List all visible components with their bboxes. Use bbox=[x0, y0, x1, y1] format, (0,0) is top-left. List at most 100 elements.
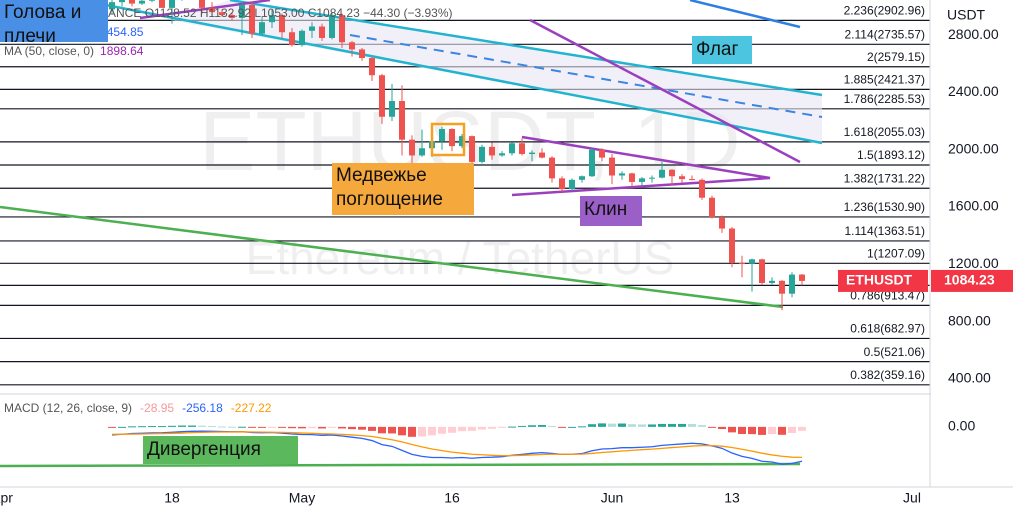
histogram-bar bbox=[188, 425, 196, 427]
histogram-bar bbox=[278, 426, 286, 428]
histogram-bar bbox=[108, 426, 116, 428]
candle-body bbox=[479, 146, 485, 162]
candle-body bbox=[609, 157, 615, 176]
x-tick-label: 18 bbox=[164, 490, 180, 506]
annotation-text: Медвежье bbox=[336, 165, 427, 186]
histogram-bar bbox=[758, 426, 766, 435]
histogram-bar bbox=[128, 426, 136, 428]
histogram-bar bbox=[148, 426, 156, 428]
candle-body bbox=[689, 179, 695, 181]
candle-body bbox=[139, 0, 145, 4]
price-tag-text: 1084.23 bbox=[944, 272, 995, 288]
legend: ETHUSDT, 1D, BINANCE O1128.52 H1132.92 L… bbox=[4, 6, 453, 20]
annotation-text: Клин bbox=[584, 199, 627, 220]
candle-body bbox=[309, 26, 315, 31]
fib-label: 0.382(359.16) bbox=[850, 368, 925, 382]
x-tick-label: Apr bbox=[0, 490, 13, 506]
candle-body bbox=[409, 139, 415, 156]
trend-line bbox=[529, 18, 801, 164]
histogram-bar bbox=[448, 426, 456, 433]
channel-line bbox=[79, 0, 823, 145]
histogram-bar bbox=[628, 424, 636, 427]
candle-body bbox=[399, 101, 405, 140]
candle-body bbox=[289, 32, 295, 46]
candle-body bbox=[149, 0, 155, 1]
ma-name: MA (50, close, 0) bbox=[4, 44, 94, 58]
fib-label: 0.786(913.47) bbox=[850, 289, 925, 303]
fib-label: 1.114(1363.51) bbox=[844, 224, 925, 238]
histogram-bar bbox=[608, 423, 616, 427]
candle-body bbox=[449, 128, 455, 147]
candle-body bbox=[509, 143, 515, 154]
candle-body bbox=[259, 22, 265, 34]
candle-body bbox=[519, 143, 525, 155]
candle-body bbox=[719, 217, 725, 229]
candle-body bbox=[779, 280, 785, 294]
candle-body bbox=[579, 176, 585, 180]
histogram-bar bbox=[748, 426, 756, 435]
histogram-bar bbox=[118, 426, 126, 428]
fib-label: 2.236(2902.96) bbox=[844, 4, 925, 18]
histogram-bar bbox=[378, 426, 386, 434]
histogram-bar bbox=[208, 426, 216, 428]
histogram-bar bbox=[258, 426, 266, 428]
candle-body bbox=[629, 173, 635, 182]
histogram-bar bbox=[178, 425, 186, 427]
candle-body bbox=[679, 176, 685, 180]
candle-body bbox=[489, 146, 495, 156]
symbol-tag-text: ETHUSDT bbox=[846, 272, 913, 288]
fib-label: 1.786(2285.53) bbox=[844, 92, 925, 106]
ma-value: 1454.85 bbox=[100, 25, 144, 39]
histogram-bar bbox=[768, 426, 776, 434]
channel-line bbox=[229, 0, 823, 97]
histogram-bar bbox=[478, 426, 486, 430]
candle-body bbox=[669, 169, 675, 177]
histogram-bar bbox=[698, 425, 706, 427]
macd-legend: -256.18 bbox=[182, 401, 223, 415]
engulfing-box bbox=[430, 122, 466, 157]
candle-body bbox=[229, 15, 235, 18]
candle-body bbox=[169, 0, 175, 8]
fib-label: 1.236(1530.90) bbox=[844, 200, 925, 214]
fib-label: 1.618(2055.03) bbox=[844, 125, 925, 139]
histogram-bar bbox=[198, 425, 206, 427]
histogram-bar bbox=[298, 426, 306, 429]
candle-body bbox=[219, 12, 225, 16]
macd-legend: -227.22 bbox=[231, 401, 272, 415]
histogram-bar bbox=[638, 424, 646, 427]
symbol-tag bbox=[838, 269, 928, 292]
candle-body bbox=[369, 58, 375, 76]
candle-body bbox=[349, 42, 355, 50]
trend-line bbox=[139, 0, 271, 20]
candle-body bbox=[739, 262, 745, 264]
histogram-bar bbox=[408, 426, 416, 437]
currency: USDT bbox=[947, 7, 986, 23]
candle-body bbox=[469, 136, 475, 162]
histogram-bar bbox=[498, 426, 506, 428]
histogram-bar bbox=[688, 424, 696, 427]
histogram-bar bbox=[558, 426, 566, 428]
x-tick-label: Jul bbox=[903, 490, 921, 506]
histogram-bar bbox=[348, 426, 356, 430]
candle-body bbox=[389, 101, 395, 117]
x-tick-label: Jun bbox=[601, 490, 624, 506]
histogram-bar bbox=[248, 426, 256, 428]
annotation-box bbox=[143, 436, 298, 464]
annotation-text: Дивергенция bbox=[147, 439, 261, 460]
histogram-bar bbox=[618, 423, 626, 427]
candle-body bbox=[459, 136, 465, 147]
y-tick-label: 800.00 bbox=[948, 312, 991, 328]
histogram-bar bbox=[588, 424, 596, 427]
histogram-bar bbox=[778, 426, 786, 435]
histogram-bar bbox=[158, 426, 166, 428]
candle-body bbox=[639, 178, 645, 182]
candle-body bbox=[709, 197, 715, 218]
candle-body bbox=[499, 153, 505, 156]
histogram-bar bbox=[548, 426, 556, 428]
fib-label: 1(1207.09) bbox=[867, 246, 925, 260]
candle-body bbox=[109, 2, 115, 10]
histogram-bar bbox=[708, 426, 716, 428]
histogram-bar bbox=[598, 423, 606, 427]
